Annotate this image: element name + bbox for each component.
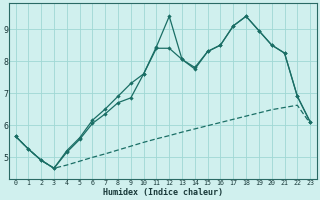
X-axis label: Humidex (Indice chaleur): Humidex (Indice chaleur) <box>103 188 223 197</box>
